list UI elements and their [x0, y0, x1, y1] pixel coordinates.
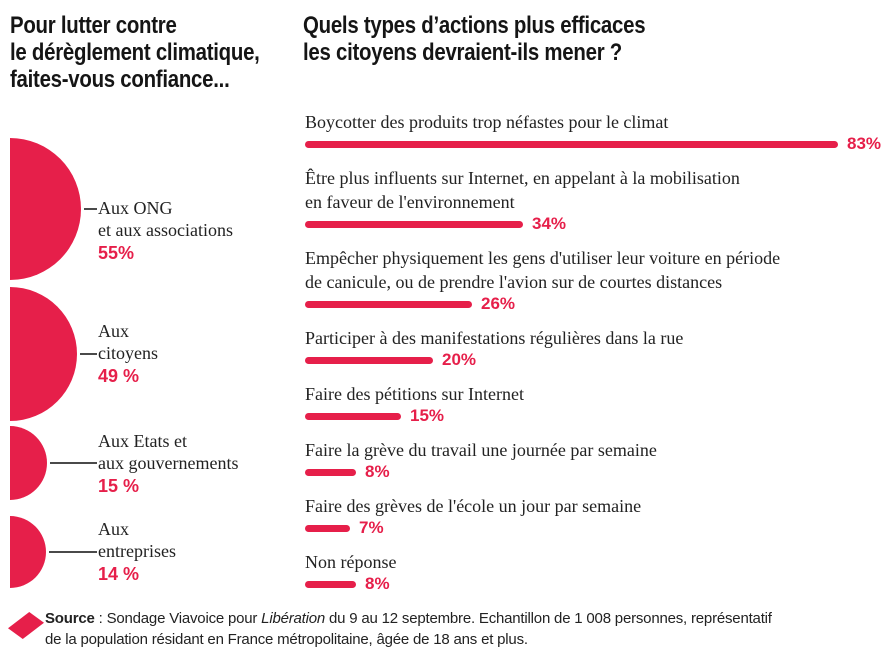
semi-label: Aux Etats et aux gouvernements 15 %	[98, 430, 238, 497]
semi-label-line-1: Aux	[98, 321, 129, 341]
bar-label-line: en faveur de l'environnement	[305, 192, 515, 212]
bar-row: 83%	[305, 134, 887, 153]
right-chart-title: Quels types d’actions plus efficaces les…	[303, 12, 646, 66]
semicircle-shape	[10, 426, 47, 500]
bar	[305, 468, 356, 476]
semicircle-shape	[10, 287, 77, 421]
right-title-line-1: Quels types d’actions plus efficaces	[303, 12, 646, 39]
bar-item-boycott: Boycotter des produits trop néfastes pou…	[305, 110, 887, 153]
bar-label: Être plus influents sur Internet, en app…	[305, 166, 887, 214]
semi-value: 15 %	[98, 476, 140, 496]
bar-row: 8%	[305, 462, 887, 481]
bar-row: 8%	[305, 574, 887, 593]
source-separator: :	[94, 610, 107, 627]
source-text-3: de la population résidant en France métr…	[45, 631, 528, 648]
bar	[305, 220, 523, 228]
bar-value: 7%	[359, 518, 384, 537]
connector-line	[49, 551, 97, 553]
bar-item-internet-influence: Être plus influents sur Internet, en app…	[305, 166, 887, 233]
semi-label: Aux citoyens 49 %	[98, 320, 158, 387]
bar	[305, 580, 356, 588]
semi-label: Aux entreprises 14 %	[98, 518, 176, 585]
source-text-2: du 9 au 12 septembre. Echantillon de 1 0…	[325, 610, 772, 627]
source-note: Source : Sondage Viavoice pour Libératio…	[45, 608, 883, 650]
semicircle-shape	[10, 138, 81, 280]
semi-label-line-2: citoyens	[98, 343, 158, 363]
bar-value: 15%	[410, 406, 445, 425]
bar-label-line: Boycotter des produits trop néfastes pou…	[305, 112, 669, 132]
source-label: Source	[45, 610, 95, 627]
source-text-1: Sondage Viavoice pour	[106, 610, 262, 627]
bar-row: 26%	[305, 294, 887, 313]
bar-label-line: Participer à des manifestations régulièr…	[305, 328, 684, 348]
bar-row: 7%	[305, 518, 887, 537]
left-chart-title: Pour lutter contre le dérèglement climat…	[10, 12, 260, 93]
bar-label: Faire des pétitions sur Internet	[305, 382, 887, 406]
semi-value: 14 %	[98, 564, 140, 584]
bar	[305, 300, 472, 308]
bar-row: 15%	[305, 406, 887, 425]
bar-item-manifestations: Participer à des manifestations régulièr…	[305, 326, 887, 369]
bar-label: Boycotter des produits trop néfastes pou…	[305, 110, 887, 134]
source-publication-name: Libération	[261, 610, 326, 627]
semicircle-shape	[10, 516, 46, 588]
bar-item-non-reponse: Non réponse 8%	[305, 550, 887, 593]
bar-item-petitions: Faire des pétitions sur Internet 15%	[305, 382, 887, 425]
semi-value: 55%	[98, 243, 135, 263]
bar-value: 8%	[365, 574, 390, 593]
bar-row: 34%	[305, 214, 887, 233]
semi-label-line-2: et aux associations	[98, 220, 233, 240]
bar-value: 20%	[442, 350, 477, 369]
bar	[305, 356, 433, 364]
semi-label-line-1: Aux Etats et	[98, 431, 187, 451]
bar-label-line: Non réponse	[305, 552, 397, 572]
connector-line	[80, 353, 97, 355]
bar	[305, 140, 838, 148]
bar-value: 83%	[847, 134, 882, 153]
bar-row: 20%	[305, 350, 887, 369]
bar	[305, 412, 401, 420]
bar-value: 26%	[481, 294, 516, 313]
semi-value: 49 %	[98, 366, 140, 386]
bar-label-line: Être plus influents sur Internet, en app…	[305, 168, 740, 188]
left-title-line-2: le dérèglement climatique,	[10, 39, 260, 66]
left-title-line-1: Pour lutter contre	[10, 12, 177, 39]
connector-line	[84, 208, 97, 210]
semi-label: Aux ONG et aux associations 55%	[98, 197, 233, 264]
bar-label: Non réponse	[305, 550, 887, 574]
semi-label-line-1: Aux	[98, 519, 129, 539]
bar-item-greve-ecole: Faire des grèves de l'école un jour par …	[305, 494, 887, 537]
bar-label-line: Faire des pétitions sur Internet	[305, 384, 524, 404]
bar	[305, 524, 350, 532]
bar-label: Empêcher physiquement les gens d'utilise…	[305, 246, 887, 294]
right-title-line-2: les citoyens devraient-ils mener ?	[303, 39, 623, 66]
semi-label-line-2: entreprises	[98, 541, 176, 561]
semi-label-line-1: Aux ONG	[98, 198, 173, 218]
bar-item-empecher: Empêcher physiquement les gens d'utilise…	[305, 246, 887, 313]
bar-label: Faire des grèves de l'école un jour par …	[305, 494, 887, 518]
bar-value: 8%	[365, 462, 390, 481]
liberation-diamond-logo-icon	[8, 612, 44, 639]
bar-value: 34%	[532, 214, 567, 233]
left-title-line-3: faites-vous confiance...	[10, 66, 230, 93]
bar-label-line: Faire des grèves de l'école un jour par …	[305, 496, 642, 516]
bar-label-line: Faire la grève du travail une journée pa…	[305, 440, 657, 460]
bar-label-line: Empêcher physiquement les gens d'utilise…	[305, 248, 781, 268]
bar-label-line: de canicule, ou de prendre l'avion sur d…	[305, 272, 723, 292]
bar-label: Faire la grève du travail une journée pa…	[305, 438, 887, 462]
bar-label: Participer à des manifestations régulièr…	[305, 326, 887, 350]
semi-label-line-2: aux gouvernements	[98, 453, 239, 473]
bar-item-greve-travail: Faire la grève du travail une journée pa…	[305, 438, 887, 481]
connector-line	[50, 462, 97, 464]
bar-list: Boycotter des produits trop néfastes pou…	[305, 110, 887, 606]
